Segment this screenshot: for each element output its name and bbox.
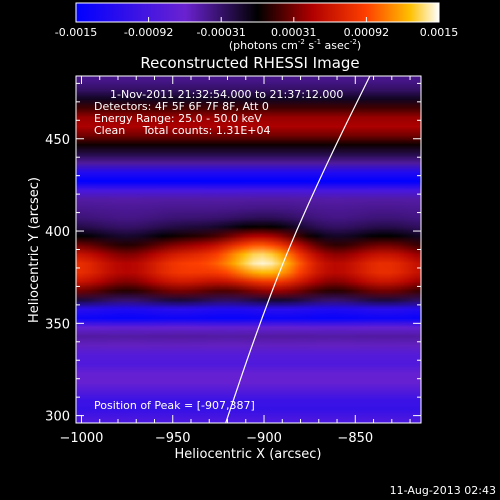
x-tick-label: −1000	[59, 431, 103, 446]
colorbar-tick-label: 0.00031	[271, 26, 317, 39]
colorbar-ticks	[75, 17, 440, 22]
annotation-time-range: 1-Nov-2011 21:32:54.000 to 21:37:12.000	[110, 88, 343, 101]
x-tick-label: −950	[155, 431, 191, 446]
x-axis-label: Heliocentric X (arcsec)	[175, 447, 322, 462]
annotation-peak-position: Position of Peak = [-907,387]	[94, 399, 255, 412]
y-tick-label: 350	[45, 317, 70, 332]
colorbar-tick-label: -0.00031	[196, 26, 245, 39]
heatmap-image	[76, 76, 421, 423]
x-tick-label: −900	[246, 431, 282, 446]
annotation-clean-counts: Clean Total counts: 1.31E+04	[94, 124, 271, 137]
annotation-detectors: Detectors: 4F 5F 6F 7F 8F, Att 0	[94, 100, 269, 113]
colorbar-tick-labels: -0.0015 -0.00092 -0.00031 0.00031 0.00092 0.0…	[55, 26, 458, 39]
colorbar-tick-label: -0.00092	[124, 26, 173, 39]
colorbar-label: (photons cm-2 s-1 asec-2)	[229, 38, 361, 52]
colorbar-tick-label: -0.0015	[55, 26, 97, 39]
colorbar-tick-label: 0.00092	[344, 26, 390, 39]
solar-limb-curve	[225, 76, 371, 423]
y-tick-labels: 300 350 400 450	[45, 133, 70, 425]
footer-timestamp: 11-Aug-2013 02:43	[390, 484, 496, 497]
chart-title: Reconstructed RHESSI Image	[140, 54, 359, 72]
x-tick-label: −850	[337, 431, 373, 446]
axis-ticks	[76, 76, 421, 423]
colorbar	[75, 2, 440, 23]
y-tick-label: 300	[45, 410, 70, 425]
colorbar-tick-label: 0.0015	[420, 26, 459, 39]
annotation-energy-range: Energy Range: 25.0 - 50.0 keV	[94, 112, 262, 125]
y-tick-label: 400	[45, 225, 70, 240]
y-tick-label: 450	[45, 133, 70, 148]
y-axis-label: Heliocentric Y (arcsec)	[27, 177, 42, 323]
x-tick-labels: −1000 −950 −900 −850	[59, 431, 373, 446]
